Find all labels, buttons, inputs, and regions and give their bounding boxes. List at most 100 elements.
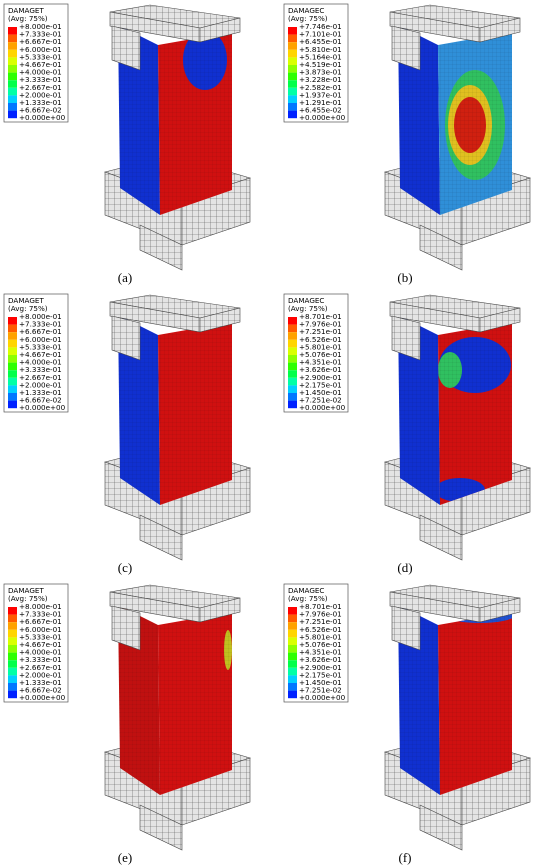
legend-subtitle: (Avg: 75%) <box>288 304 328 313</box>
legend-label: +1.291e-01 <box>299 98 342 107</box>
legend-swatch <box>288 103 297 111</box>
legend-label: +4.000e-01 <box>19 358 62 367</box>
legend-label: +2.900e-01 <box>299 373 342 382</box>
legend-label: +4.000e-01 <box>19 68 62 77</box>
legend-label: +5.810e-01 <box>299 45 342 54</box>
legend-swatch <box>8 57 17 65</box>
legend-label: +3.333e-01 <box>19 365 62 374</box>
legend-swatch <box>288 347 297 355</box>
legend-swatch <box>8 324 17 333</box>
panel: DAMAGEC(Avg: 75%)+8.701e-01+7.976e-01+7.… <box>283 293 532 575</box>
legend-swatch <box>288 49 297 58</box>
legend-label: +0.000e+00 <box>19 403 66 412</box>
legend-swatch <box>288 57 297 65</box>
legend-title: DAMAGET <box>8 296 44 305</box>
legend-label: +5.333e-01 <box>19 632 62 641</box>
legend-label: +0.000e+00 <box>299 403 346 412</box>
legend-swatch <box>288 645 297 653</box>
panel-caption: (a) <box>118 270 132 285</box>
legend-label: +2.667e-01 <box>19 663 62 672</box>
legend-swatch <box>8 355 17 363</box>
legend-swatch <box>8 42 17 50</box>
legend-swatch <box>8 370 17 378</box>
legend-subtitle: (Avg: 75%) <box>288 14 328 23</box>
legend-swatch <box>288 690 297 699</box>
legend-swatch <box>8 339 17 348</box>
legend-swatch <box>288 385 297 393</box>
base-foot <box>139 804 183 851</box>
legend-label: +5.333e-01 <box>19 342 62 351</box>
legend-swatch <box>8 683 17 691</box>
legend-swatch <box>8 393 17 401</box>
legend-label: +1.333e-01 <box>19 678 62 687</box>
legend-swatch <box>288 614 297 623</box>
legend-swatch <box>8 385 17 393</box>
legend-swatch <box>8 80 17 88</box>
legend-swatch <box>8 637 17 645</box>
base-foot <box>419 804 463 851</box>
legend-label: +6.455e-01 <box>299 37 342 46</box>
panel-caption: (b) <box>397 270 412 285</box>
legend-label: +7.251e-02 <box>299 686 342 695</box>
legend-label: +8.000e-01 <box>19 312 62 321</box>
legend-swatch <box>288 607 297 615</box>
base-foot <box>419 514 463 561</box>
cap-side <box>199 17 241 43</box>
legend-label: +6.000e-01 <box>19 625 62 634</box>
legend-label: +4.351e-01 <box>299 648 342 657</box>
legend-swatch <box>288 675 297 683</box>
panel: DAMAGEC(Avg: 75%)+8.701e-01+7.976e-01+7.… <box>283 583 532 865</box>
column-mesh <box>118 25 160 215</box>
legend-label: +7.101e-01 <box>299 30 342 39</box>
legend-label: +6.667e-02 <box>19 396 62 405</box>
legend-label: +1.333e-01 <box>19 388 62 397</box>
legend-label: +0.000e+00 <box>299 693 346 702</box>
legend-subtitle: (Avg: 75%) <box>8 304 48 313</box>
legend-label: +2.667e-01 <box>19 373 62 382</box>
legend-label: +0.000e+00 <box>19 693 66 702</box>
legend-swatch <box>8 317 17 325</box>
legend-label: +5.164e-01 <box>299 52 342 61</box>
legend-label: +8.701e-01 <box>299 602 342 611</box>
legend-swatch <box>288 683 297 691</box>
legend-swatch <box>8 34 17 43</box>
column-mesh <box>118 315 160 505</box>
legend-label: +2.582e-01 <box>299 83 342 92</box>
legend-swatch <box>288 370 297 378</box>
legend-swatch <box>8 400 17 409</box>
legend-swatch <box>288 400 297 409</box>
legend-label: +6.526e-01 <box>299 335 342 344</box>
legend-subtitle: (Avg: 75%) <box>8 14 48 23</box>
legend-label: +1.450e-01 <box>299 678 342 687</box>
legend-swatch <box>288 652 297 661</box>
legend-label: +2.900e-01 <box>299 663 342 672</box>
legend-label: +4.667e-01 <box>19 640 62 649</box>
legend-label: +2.000e-01 <box>19 670 62 679</box>
legend-swatch <box>8 377 17 386</box>
cap-side <box>479 597 521 623</box>
legend-label: +6.667e-02 <box>19 106 62 115</box>
legend-label: +7.251e-01 <box>299 617 342 626</box>
legend-label: +3.333e-01 <box>19 75 62 84</box>
legend-swatch <box>8 27 17 35</box>
legend-swatch <box>8 607 17 615</box>
panel: DAMAGEC(Avg: 75%)+7.746e-01+7.101e-01+6.… <box>283 3 532 285</box>
legend-title: DAMAGET <box>8 6 44 15</box>
legend-label: +7.976e-01 <box>299 320 342 329</box>
legend-swatch <box>288 27 297 35</box>
legend-label: +1.450e-01 <box>299 388 342 397</box>
legend-label: +5.801e-01 <box>299 342 342 351</box>
legend-swatch <box>8 645 17 653</box>
legend-swatch <box>8 614 17 623</box>
legend-swatch <box>288 332 297 340</box>
legend-title: DAMAGEC <box>288 586 324 595</box>
legend-swatch <box>288 317 297 325</box>
legend-label: +8.000e-01 <box>19 602 62 611</box>
legend-swatch <box>8 675 17 683</box>
legend-swatch <box>8 362 17 371</box>
legend-label: +0.000e+00 <box>19 113 66 122</box>
legend-label: +4.000e-01 <box>19 648 62 657</box>
legend-label: +1.333e-01 <box>19 98 62 107</box>
legend-label: +2.175e-01 <box>299 380 342 389</box>
